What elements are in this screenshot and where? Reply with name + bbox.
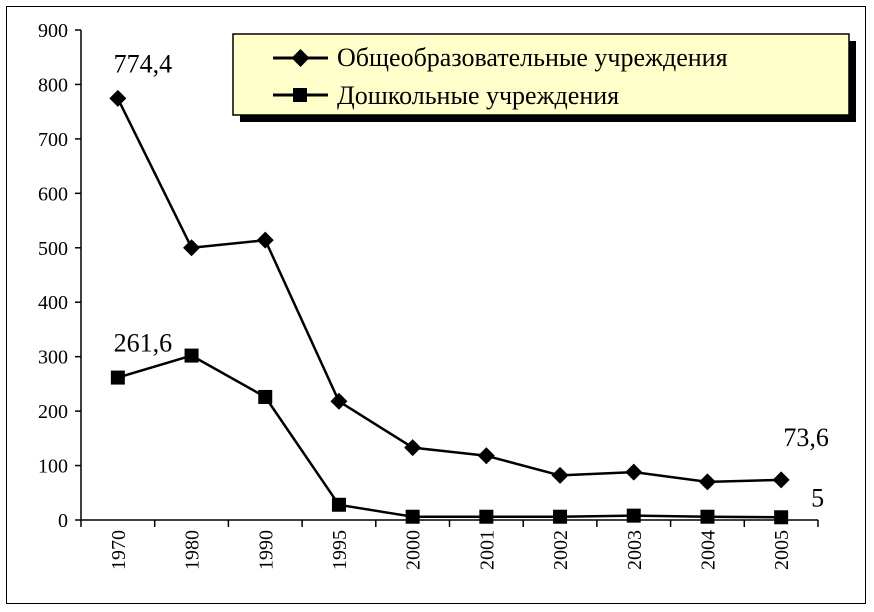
legend-square-icon (293, 88, 307, 102)
y-tick-label: 300 (38, 347, 68, 369)
diamond-marker (330, 392, 348, 410)
series-layer (109, 89, 790, 525)
x-tick-label: 2003 (624, 530, 646, 570)
legend-box (232, 33, 850, 116)
square-marker (110, 370, 125, 385)
diamond-marker (772, 471, 790, 489)
y-tick-label: 100 (38, 456, 68, 478)
square-marker (331, 497, 346, 512)
diamond-marker (183, 239, 201, 257)
x-tick-label: 2000 (403, 530, 425, 570)
x-tick-label: 1990 (255, 530, 277, 570)
x-tick-label: 2004 (697, 530, 719, 570)
y-tick-label: 0 (58, 510, 68, 532)
data-label: 5 (811, 483, 824, 512)
square-marker (626, 508, 641, 523)
data-labels: 774,4 261,6 73,6 5 (114, 49, 829, 512)
y-tick-label: 800 (38, 74, 68, 96)
x-tick-label: 2001 (476, 530, 498, 570)
diamond-marker (109, 89, 127, 107)
axes: 0 100 200 300 400 500 600 700 800 900 1970 1980 1990… (38, 20, 819, 570)
y-tick-label: 200 (38, 401, 68, 423)
legend-label-0: Общеобразовательные учреждения (337, 43, 728, 72)
diamond-marker (256, 231, 274, 249)
data-label: 261,6 (114, 329, 173, 358)
legend: Общеобразовательные учреждения Дошкольны… (232, 33, 856, 122)
x-tick-label: 1995 (329, 530, 351, 570)
x-tick-label: 2002 (550, 530, 572, 570)
diamond-marker (477, 447, 495, 465)
diamond-marker (404, 439, 422, 457)
x-tick-label: 1970 (108, 530, 130, 570)
y-tick-label: 900 (38, 20, 68, 42)
y-tick-label: 600 (38, 183, 68, 205)
square-marker (774, 510, 789, 525)
series-line-0 (116, 97, 782, 484)
x-tick-label: 2005 (771, 530, 793, 570)
data-label: 73,6 (783, 423, 829, 452)
series-line-1 (117, 354, 782, 519)
legend-label-1: Дошкольные учреждения (337, 81, 619, 110)
legend-diamond-icon (291, 49, 310, 67)
square-marker (553, 509, 568, 524)
data-label: 774,4 (114, 49, 173, 78)
y-tick-label: 400 (38, 292, 68, 314)
x-tick-label: 1980 (182, 530, 204, 570)
square-marker (184, 348, 199, 363)
diamond-marker (698, 473, 716, 491)
y-tick-label: 500 (38, 238, 68, 260)
square-marker (700, 509, 715, 524)
diamond-marker (625, 463, 643, 481)
square-marker (405, 509, 420, 524)
y-tick-label: 700 (38, 129, 68, 151)
square-marker (258, 389, 273, 404)
diamond-marker (551, 466, 569, 484)
square-marker (479, 509, 494, 524)
